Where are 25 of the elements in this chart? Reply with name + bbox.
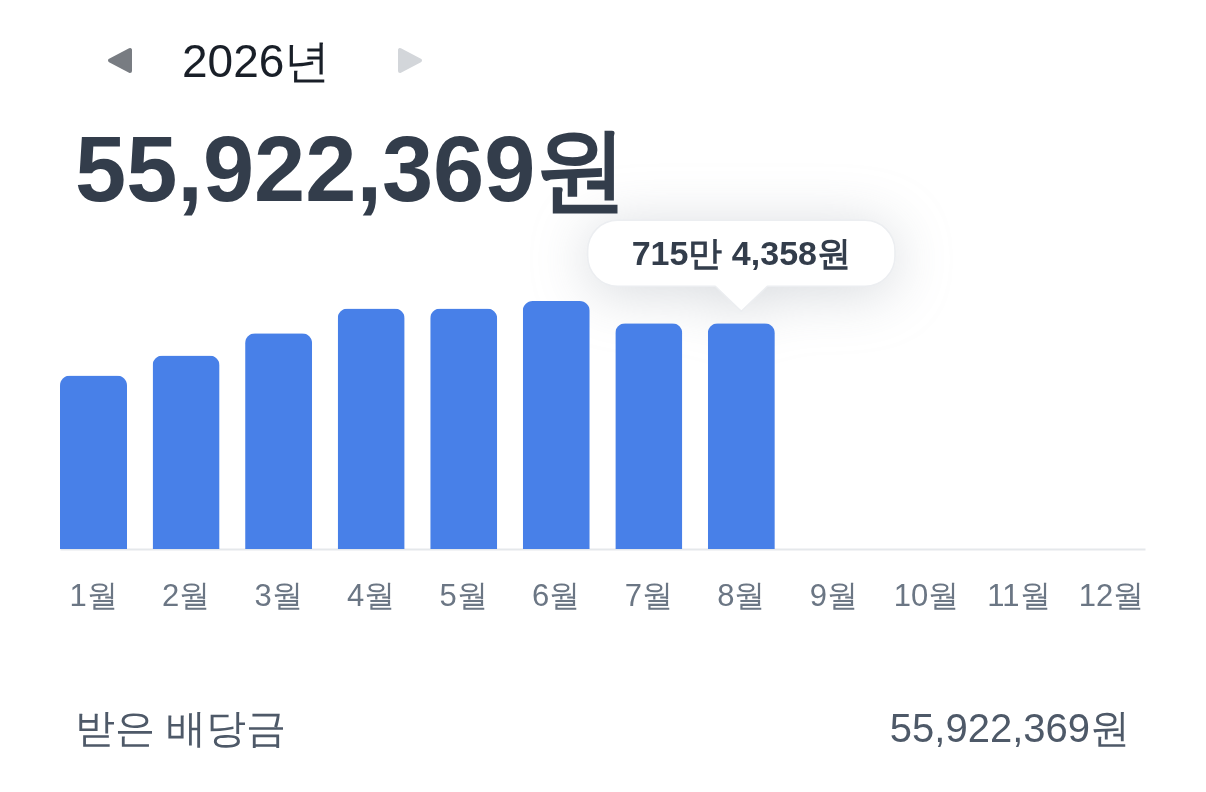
bar xyxy=(522,301,590,549)
bar xyxy=(430,308,498,549)
bar xyxy=(60,375,127,549)
x-tick-label: 12월 xyxy=(1078,577,1145,613)
annotation: 715만 4,358원 xyxy=(631,234,851,273)
x-tick-label: 11월 xyxy=(987,577,1051,613)
x-tick-label: 8월 xyxy=(717,577,766,613)
bar xyxy=(337,308,405,549)
x-tick-label: 5월 xyxy=(439,577,488,613)
x-tick-label: 9월 xyxy=(809,577,858,613)
text: 받은 배당금 xyxy=(75,706,287,750)
chart-subtitle: 55,922,369원 xyxy=(75,118,628,220)
x-tick-label: 2월 xyxy=(161,577,211,613)
bar xyxy=(245,333,313,549)
chart-title: 2026년 xyxy=(182,35,331,87)
x-tick-label: 1월 xyxy=(69,577,118,613)
x-tick-label: 10월 xyxy=(893,577,960,613)
x-tick-label: 4월 xyxy=(347,577,396,613)
x-tick-label: 7월 xyxy=(624,577,673,613)
bar xyxy=(707,323,775,549)
x-tick-label: 3월 xyxy=(254,577,303,613)
bar xyxy=(152,355,220,549)
bar xyxy=(615,323,683,549)
text: 55,922,369원 xyxy=(889,706,1130,750)
x-tick-label: 6월 xyxy=(532,577,581,613)
